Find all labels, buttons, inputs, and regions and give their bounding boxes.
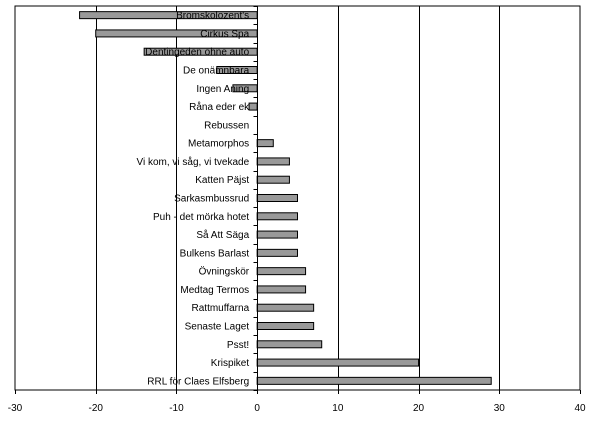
category-label: Övningskör bbox=[199, 266, 250, 278]
category-label: Krispiket bbox=[211, 358, 250, 369]
bar bbox=[256, 285, 307, 294]
category-label: Sarkasmbussrud bbox=[174, 194, 249, 205]
bar bbox=[256, 267, 307, 276]
category-label: Dentingeden ohne auto bbox=[145, 47, 249, 58]
category-label: RRL för Claes Elfsberg bbox=[147, 376, 249, 387]
category-label: Rebussen bbox=[204, 120, 249, 131]
category-label: De onämnbara bbox=[183, 66, 250, 77]
category-label: Så Att Säga bbox=[196, 229, 249, 241]
axes bbox=[15, 6, 581, 394]
plot-area-frame bbox=[14, 5, 581, 391]
bar bbox=[256, 157, 290, 166]
category-label: Medtag Termos bbox=[180, 285, 249, 296]
category-label: Senaste Laget bbox=[185, 322, 250, 333]
bar bbox=[256, 139, 274, 148]
bar bbox=[256, 175, 290, 184]
x-tick-label: -30 bbox=[8, 403, 23, 414]
category-labels: Bromskolozent's Cirkus Spa Dentingeden ohn… bbox=[136, 11, 250, 388]
category-label: Psst! bbox=[227, 340, 249, 351]
category-label: Metamorphos bbox=[188, 139, 249, 150]
category-label: Bromskolozent's bbox=[176, 11, 249, 22]
category-label: Ingen Aning bbox=[196, 84, 249, 95]
bars bbox=[79, 11, 492, 385]
bar bbox=[256, 194, 298, 202]
x-tick-label: 30 bbox=[494, 403, 506, 414]
bar bbox=[256, 230, 298, 239]
x-tick-label: 0 bbox=[254, 403, 260, 414]
category-label: Katten Päjst bbox=[195, 175, 249, 186]
bar bbox=[256, 303, 315, 312]
bar bbox=[256, 340, 323, 349]
bar bbox=[256, 248, 298, 257]
x-tick-labels: -30 -20 -10 0 10 20 30 40 bbox=[8, 403, 586, 414]
bar bbox=[256, 376, 492, 385]
x-tick-label: -20 bbox=[88, 403, 103, 414]
bar bbox=[256, 212, 298, 221]
x-tick-label: -10 bbox=[169, 403, 184, 414]
x-tick-label: 20 bbox=[413, 403, 425, 414]
category-label: Bulkens Barlast bbox=[180, 248, 250, 259]
x-tick-label: 10 bbox=[332, 403, 344, 414]
category-label: Vi kom, vi såg, vi tvekade bbox=[136, 156, 249, 168]
x-tick-label: 40 bbox=[574, 403, 586, 414]
bar bbox=[256, 322, 315, 330]
bar bbox=[256, 358, 420, 367]
bar bbox=[248, 102, 258, 111]
category-label: Puh - det mörka hotet bbox=[153, 212, 249, 223]
category-label: Rattmuffarna bbox=[192, 303, 250, 314]
category-label: Cirkus Spa bbox=[200, 29, 249, 40]
category-label: Råna eder ek bbox=[189, 101, 250, 113]
